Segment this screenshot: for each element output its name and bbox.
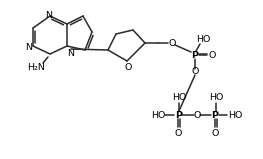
- Text: HO: HO: [196, 35, 210, 44]
- Text: HO: HO: [228, 111, 242, 120]
- Text: O: O: [211, 128, 219, 138]
- Text: P: P: [191, 51, 199, 59]
- Text: O: O: [193, 111, 201, 120]
- Text: H₂N: H₂N: [27, 62, 45, 72]
- Text: O: O: [208, 51, 216, 59]
- Text: N: N: [45, 10, 53, 20]
- Text: HO: HO: [151, 111, 165, 120]
- Text: HO: HO: [172, 93, 186, 103]
- Text: O: O: [174, 128, 182, 138]
- Text: N: N: [68, 48, 74, 58]
- Text: P: P: [175, 111, 183, 121]
- Text: O: O: [168, 38, 176, 48]
- Text: N: N: [26, 42, 33, 52]
- Text: O: O: [124, 63, 132, 73]
- Text: P: P: [211, 111, 219, 121]
- Text: HO: HO: [209, 93, 223, 103]
- Text: O: O: [191, 68, 199, 76]
